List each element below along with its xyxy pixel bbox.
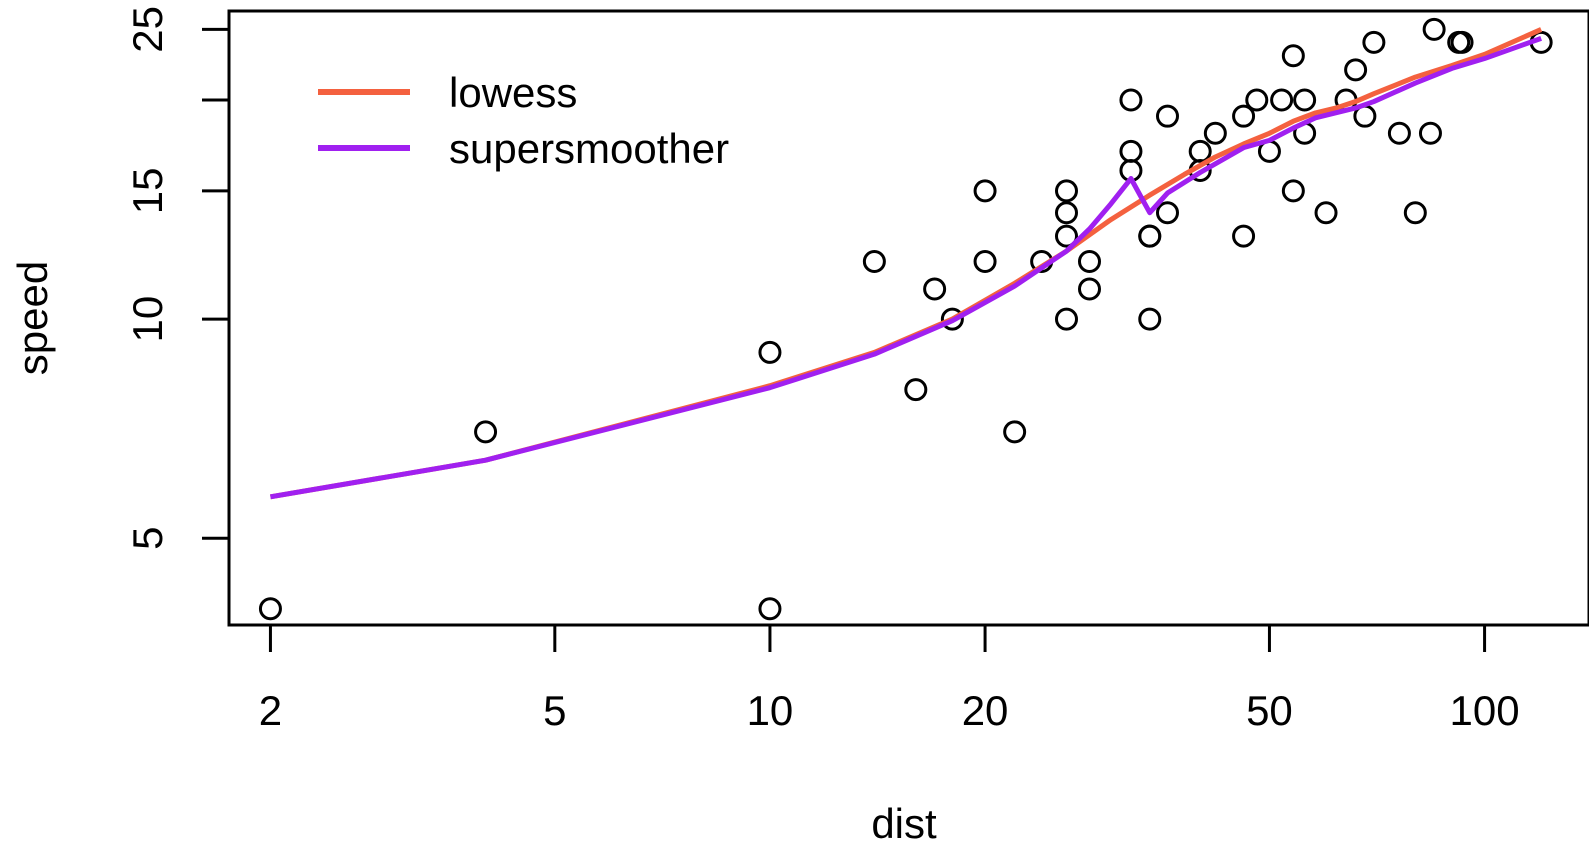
data-point: [1054, 201, 1078, 225]
data-point: [1403, 201, 1427, 225]
y-axis-label: speed: [9, 261, 56, 375]
data-point: [1054, 179, 1078, 203]
x-tick-label: 5: [543, 687, 566, 734]
data-point: [1232, 224, 1256, 248]
data-point: [1450, 30, 1474, 54]
data-point: [1422, 17, 1446, 41]
data-point: [1314, 201, 1338, 225]
legend-label-supersmoother: supersmoother: [449, 125, 729, 172]
data-point: [1054, 307, 1078, 331]
data-point: [1119, 139, 1143, 163]
data-point: [1293, 88, 1317, 112]
x-axis-label: dist: [871, 800, 937, 847]
data-point: [1119, 88, 1143, 112]
data-point: [1155, 104, 1179, 128]
y-tick-label: 10: [124, 296, 171, 343]
data-point: [1281, 44, 1305, 68]
data-point: [1344, 58, 1368, 82]
data-point: [1077, 249, 1101, 273]
data-point: [973, 249, 997, 273]
data-point: [862, 249, 886, 273]
data-point: [1188, 139, 1212, 163]
data-point: [904, 378, 928, 402]
x-axis: 2 5 10 20 50 100: [259, 625, 1520, 734]
data-point: [1138, 224, 1162, 248]
x-tick-label: 10: [747, 687, 794, 734]
x-tick-label: 100: [1450, 687, 1520, 734]
data-point: [758, 340, 782, 364]
data-point: [258, 597, 282, 621]
data-point: [1054, 224, 1078, 248]
points-layer: [258, 17, 1553, 621]
data-point: [1155, 201, 1179, 225]
data-point: [1077, 277, 1101, 301]
data-point: [1003, 420, 1027, 444]
data-point: [758, 597, 782, 621]
data-point: [1138, 307, 1162, 331]
data-point: [940, 307, 964, 331]
y-tick-label: 15: [124, 168, 171, 215]
data-point: [1270, 88, 1294, 112]
data-point: [474, 420, 498, 444]
x-tick-label: 2: [259, 687, 282, 734]
x-tick-label: 50: [1246, 687, 1293, 734]
series-line-supersmoother: [270, 36, 1542, 500]
y-tick-label: 25: [124, 6, 171, 53]
data-point: [1362, 30, 1386, 54]
data-point: [1232, 104, 1256, 128]
data-point: [1418, 121, 1442, 145]
data-point: [1245, 88, 1269, 112]
x-tick-label: 20: [962, 687, 1009, 734]
y-tick-label: 5: [124, 527, 171, 550]
data-point: [1203, 121, 1227, 145]
data-point: [973, 179, 997, 203]
data-point: [923, 277, 947, 301]
legend-label-lowess: lowess: [449, 69, 577, 116]
data-point: [1387, 121, 1411, 145]
data-point: [1281, 179, 1305, 203]
legend: lowess supersmoother: [318, 69, 729, 172]
lines-layer: [270, 27, 1543, 500]
y-axis: 5 10 15 25: [124, 6, 229, 550]
